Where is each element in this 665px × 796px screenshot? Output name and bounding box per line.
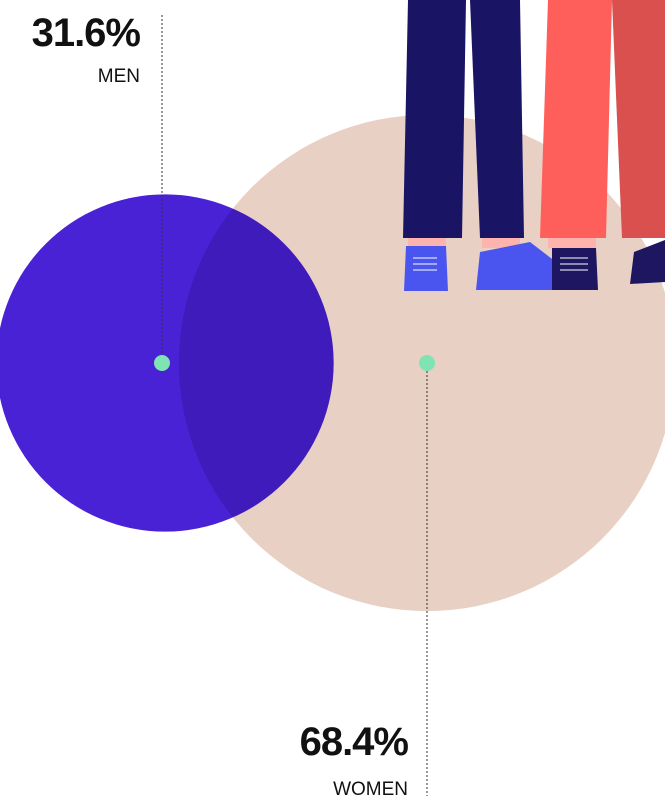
women-label: WOMEN	[333, 779, 408, 796]
women-dot	[419, 355, 435, 371]
legs-illustration	[403, 0, 665, 291]
men-dot	[154, 355, 170, 371]
women-value-label: 68.4%	[300, 720, 409, 764]
men-label: MEN	[98, 66, 140, 87]
men-value-label: 31.6%	[32, 11, 141, 55]
